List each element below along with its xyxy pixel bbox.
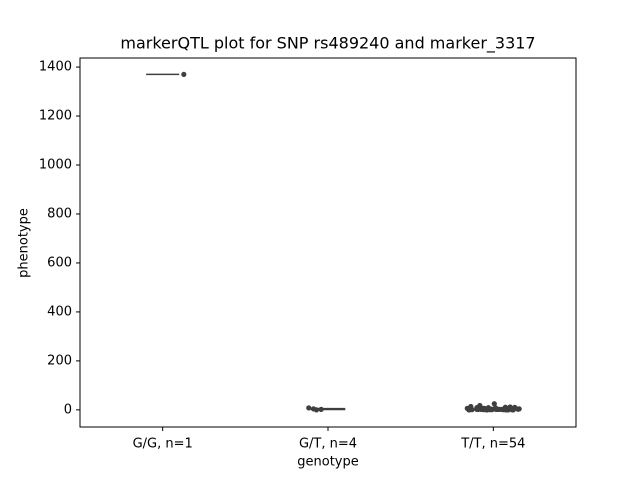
y-tick-label: 600	[47, 255, 72, 270]
x-tick-label: G/G, n=1	[133, 437, 193, 452]
y-tick-label: 1000	[39, 158, 72, 173]
point	[494, 406, 500, 412]
point	[318, 406, 324, 412]
point	[466, 407, 473, 413]
y-tick-label: 800	[47, 206, 72, 221]
point	[310, 406, 317, 412]
point	[306, 405, 312, 411]
plot-frame	[79, 57, 577, 428]
point	[489, 407, 495, 413]
y-tick-label: 1400	[39, 60, 72, 75]
x-tick-label: G/T, n=4	[299, 437, 357, 452]
point	[507, 404, 513, 410]
chart-title: markerQTL plot for SNP rs489240 and mark…	[120, 34, 535, 54]
point	[181, 71, 187, 78]
point	[474, 405, 480, 411]
x-axis-label: genotype	[297, 455, 358, 470]
y-tick-label: 0	[64, 402, 72, 417]
y-tick-label: 400	[47, 304, 72, 319]
y-tick-label: 200	[47, 353, 72, 368]
y-tick-label: 1200	[39, 109, 72, 124]
x-tick-label: T/T, n=54	[460, 437, 525, 452]
point	[516, 406, 522, 412]
point	[502, 407, 508, 413]
point	[491, 401, 497, 407]
y-axis-label: phenotype	[17, 208, 32, 278]
